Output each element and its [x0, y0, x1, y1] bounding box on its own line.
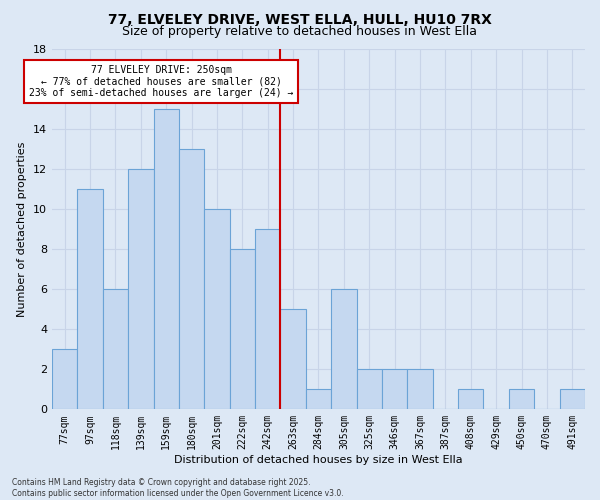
Bar	[331, 289, 356, 410]
Bar	[382, 370, 407, 410]
Text: 77 ELVELEY DRIVE: 250sqm
← 77% of detached houses are smaller (82)
23% of semi-d: 77 ELVELEY DRIVE: 250sqm ← 77% of detach…	[29, 65, 293, 98]
Bar	[52, 350, 77, 410]
Bar	[458, 390, 484, 409]
Y-axis label: Number of detached properties: Number of detached properties	[17, 142, 28, 317]
Bar	[128, 169, 154, 410]
Bar	[356, 370, 382, 410]
Bar	[179, 149, 204, 409]
Bar	[280, 309, 306, 410]
Bar	[103, 289, 128, 410]
Text: Contains HM Land Registry data © Crown copyright and database right 2025.
Contai: Contains HM Land Registry data © Crown c…	[12, 478, 344, 498]
Text: 77, ELVELEY DRIVE, WEST ELLA, HULL, HU10 7RX: 77, ELVELEY DRIVE, WEST ELLA, HULL, HU10…	[108, 12, 492, 26]
Bar	[204, 209, 230, 410]
Bar	[77, 189, 103, 410]
X-axis label: Distribution of detached houses by size in West Ella: Distribution of detached houses by size …	[174, 455, 463, 465]
Text: Size of property relative to detached houses in West Ella: Size of property relative to detached ho…	[122, 25, 478, 38]
Bar	[407, 370, 433, 410]
Bar	[560, 390, 585, 409]
Bar	[255, 229, 280, 410]
Bar	[509, 390, 534, 409]
Bar	[154, 109, 179, 410]
Bar	[306, 390, 331, 409]
Bar	[230, 249, 255, 410]
